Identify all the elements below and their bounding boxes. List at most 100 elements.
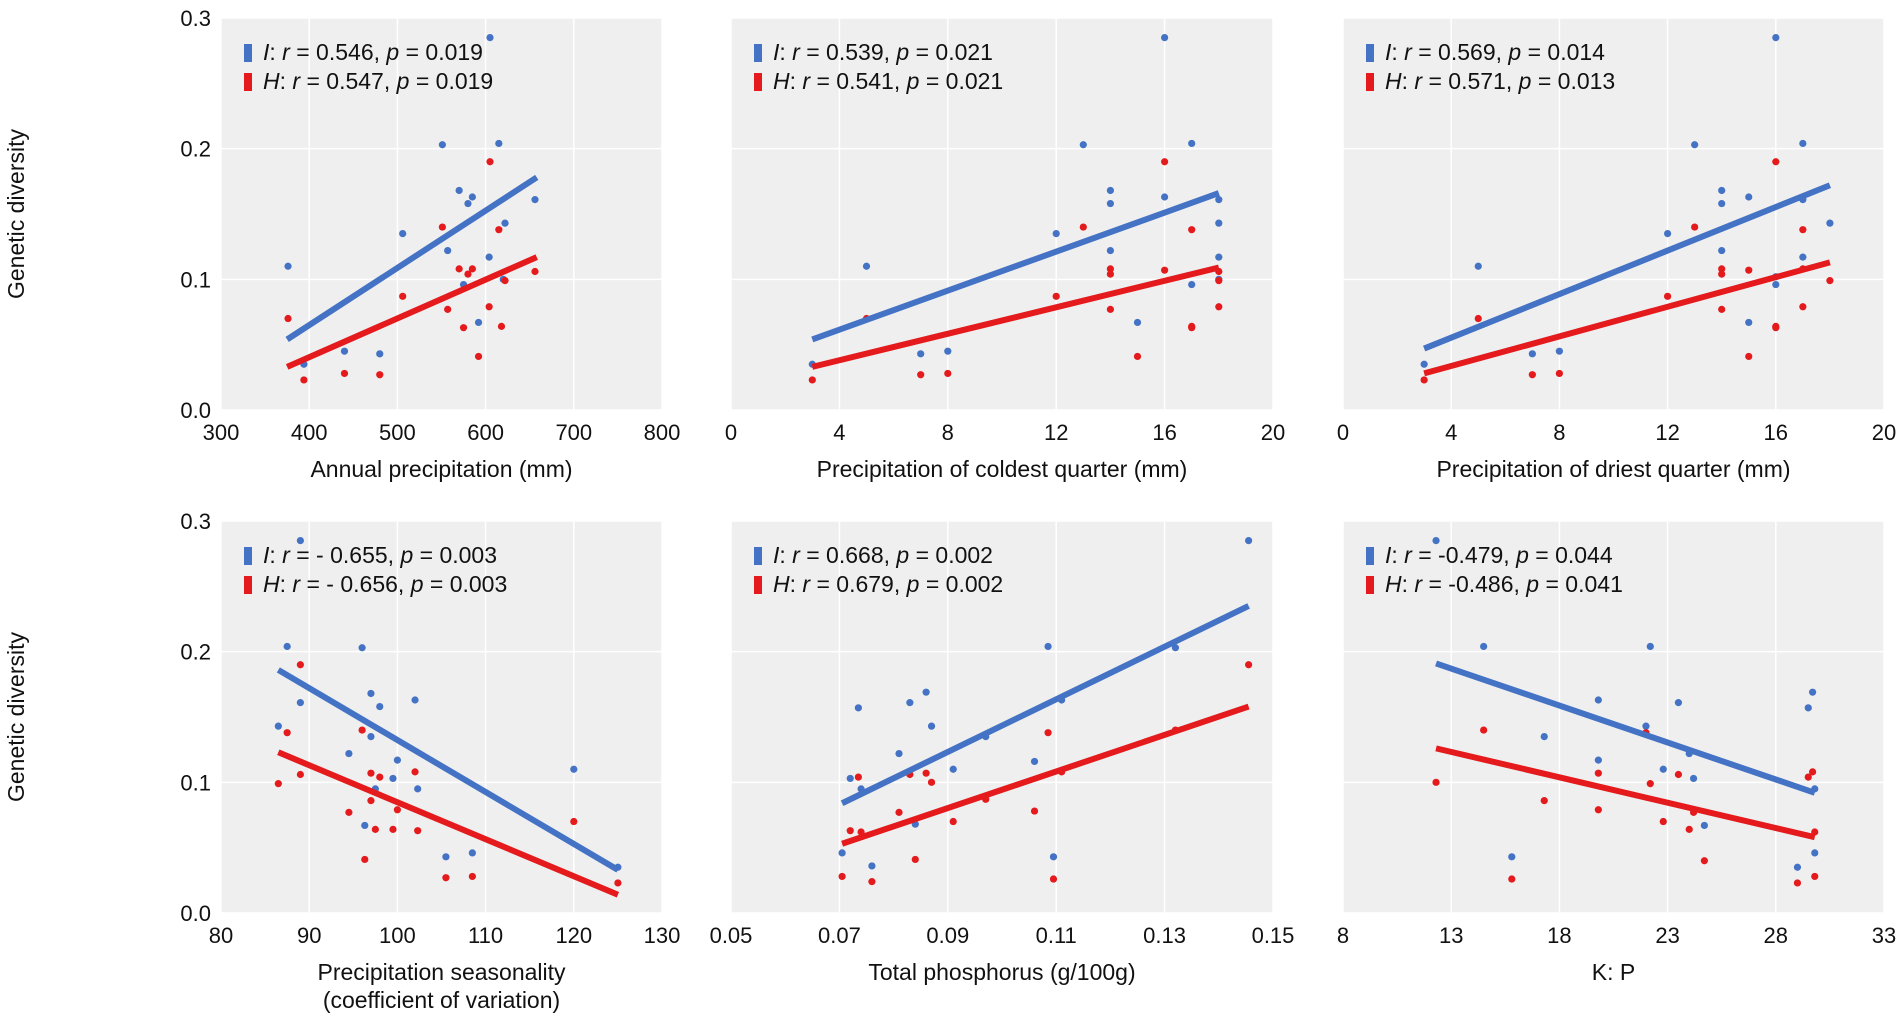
regression-line-H [841, 703, 1250, 847]
x-tick-label: 28 [1764, 923, 1788, 948]
x-tick-label: 12 [1044, 420, 1068, 445]
data-point-I [438, 141, 446, 149]
x-tick-label: 13 [1439, 923, 1463, 948]
data-point-H [376, 773, 384, 781]
x-tick-label: 0 [1337, 420, 1349, 445]
data-point-H [274, 780, 282, 788]
data-point-I [1188, 280, 1196, 289]
legend-r-value: = 0.571, [1422, 68, 1519, 94]
data-point-I [274, 722, 282, 730]
regression-line-H [1435, 745, 1816, 841]
data-point-H [1432, 778, 1440, 786]
data-point-H [1106, 305, 1114, 313]
legend-separator: : [779, 39, 792, 65]
data-point-I [895, 749, 903, 758]
plot-area [221, 521, 662, 913]
regression-line-H [811, 264, 1220, 370]
legend-p-value: = 0.013 [1531, 68, 1615, 94]
legend-p-value: = 0.021 [919, 68, 1003, 94]
data-point-H [497, 322, 506, 330]
data-point-I [1480, 642, 1488, 651]
data-point-I [1646, 642, 1654, 651]
plot-area [731, 521, 1273, 913]
data-point-I [389, 774, 397, 783]
data-point-I [283, 642, 291, 651]
legend-swatch-I [244, 547, 252, 565]
data-point-I [399, 230, 407, 238]
x-tick-label: 100 [379, 923, 416, 948]
data-point-I [1528, 350, 1536, 358]
data-point-I [474, 318, 483, 327]
x-tick-label: 0 [725, 420, 737, 445]
regression-line-H [277, 749, 620, 898]
data-point-H [1793, 879, 1802, 887]
data-point-H [340, 369, 349, 378]
legend-series-letter: H [263, 68, 280, 94]
data-point-H [1528, 371, 1536, 379]
data-point-I [1106, 186, 1114, 195]
legend-r-symbol: r [1414, 571, 1423, 597]
legend-separator: : [790, 571, 803, 597]
legend-p-value: = 0.003 [423, 571, 507, 597]
data-point-H [296, 770, 304, 779]
data-point-I [1811, 849, 1819, 857]
data-point-H [911, 855, 919, 864]
legend-separator: : [1391, 542, 1404, 568]
regression-line-I [1423, 182, 1832, 352]
data-point-H [371, 825, 379, 833]
legend-series-letter: I [263, 39, 270, 65]
data-point-H [283, 729, 291, 737]
data-point-I [468, 193, 476, 201]
data-point-I [1432, 537, 1440, 545]
plot-area [1343, 521, 1884, 913]
legend-r-symbol: r [292, 571, 301, 597]
legend-p-symbol: p [396, 68, 410, 94]
data-point-H [1811, 872, 1819, 881]
data-point-I [1642, 722, 1650, 730]
legend-p-value: = 0.019 [409, 68, 493, 94]
legend-series-letter: I [773, 542, 780, 568]
data-point-H [854, 773, 862, 781]
legend-swatch-H [1366, 73, 1374, 91]
data-point-H [1772, 322, 1780, 330]
data-point-I [296, 537, 304, 545]
y-axis-label: Genetic diversity [3, 129, 29, 300]
data-point-I [495, 139, 503, 148]
x-tick-label: 130 [644, 923, 681, 948]
data-point-H [296, 661, 304, 669]
x-tick-label: 800 [644, 420, 681, 445]
data-point-I [868, 862, 876, 870]
data-point-H [614, 879, 622, 887]
legend-p-symbol: p [385, 39, 399, 65]
x-tick-label: 23 [1655, 923, 1679, 948]
y-tick-label: 0.3 [180, 6, 211, 31]
data-point-H [1079, 223, 1087, 231]
regression-line-I [840, 603, 1250, 806]
data-point-I [949, 765, 957, 773]
legend-entry-H: H: r = 0.541, p = 0.021 [773, 68, 1003, 94]
legend-separator: : [779, 542, 792, 568]
y-tick-label: 0.1 [180, 770, 211, 795]
data-point-H [949, 817, 957, 826]
data-point-H [808, 376, 816, 384]
legend-series-letter: I [1385, 542, 1392, 568]
legend-swatch-H [1366, 576, 1374, 594]
data-point-H [1718, 270, 1726, 278]
legend-entry-I: I: r = -0.479, p = 0.044 [1385, 542, 1613, 568]
x-axis-label-line2: (coefficient of variation) [323, 987, 560, 1013]
data-point-H [1691, 223, 1699, 231]
legend-series-letter: I [773, 39, 780, 65]
data-point-I [1106, 199, 1114, 208]
regression-line-I [1435, 660, 1816, 796]
data-point-I [284, 262, 292, 270]
legend-r-symbol: r [1404, 39, 1413, 65]
scatter-panel-4: 80 90 100 110 120 130 0.0 0.1 0.2 0.3 Precipitatio… [3, 509, 680, 1013]
legend-swatch-I [1366, 44, 1374, 62]
y-tick-label: 0.2 [180, 137, 211, 162]
data-point-I [1245, 537, 1253, 545]
data-point-I [1793, 863, 1802, 871]
legend-p-symbol: p [410, 571, 424, 597]
data-point-I [1772, 34, 1780, 42]
data-point-I [367, 733, 375, 741]
data-point-H [358, 726, 366, 734]
